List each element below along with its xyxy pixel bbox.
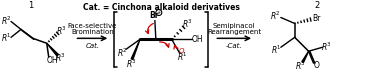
Text: $R^1$: $R^1$	[1, 31, 11, 44]
Text: Cat. = Cinchona alkaloid derivatives: Cat. = Cinchona alkaloid derivatives	[83, 3, 240, 12]
Text: Semipinacol: Semipinacol	[213, 23, 256, 29]
Text: $R^3$: $R^3$	[55, 52, 66, 64]
Text: O: O	[179, 48, 184, 54]
Text: 2: 2	[314, 1, 319, 10]
Text: OH: OH	[192, 35, 203, 44]
Text: Br: Br	[312, 14, 321, 23]
Text: $R^2$: $R^2$	[1, 14, 11, 27]
Text: Rearrangement: Rearrangement	[207, 29, 261, 35]
Text: $R^3$: $R^3$	[56, 24, 67, 37]
Text: $R^1$: $R^1$	[271, 44, 282, 56]
Text: $R^3$: $R^3$	[182, 17, 193, 30]
Text: Cat.: Cat.	[85, 43, 99, 49]
Polygon shape	[302, 51, 309, 63]
Text: $R^2$: $R^2$	[271, 9, 281, 22]
Text: Br: Br	[149, 11, 158, 20]
Text: $R^3$: $R^3$	[295, 60, 306, 72]
Text: +: +	[157, 10, 161, 15]
Text: O: O	[314, 61, 320, 70]
Text: Face-selective: Face-selective	[68, 23, 117, 29]
Text: -Cat.: -Cat.	[226, 43, 243, 49]
Text: $R^3$: $R^3$	[126, 58, 136, 70]
Text: OH: OH	[47, 56, 59, 65]
Text: $R^2$: $R^2$	[117, 47, 128, 59]
Text: 1: 1	[28, 1, 34, 10]
Polygon shape	[131, 39, 140, 60]
Text: Bromination: Bromination	[71, 29, 114, 35]
Polygon shape	[47, 43, 58, 56]
Text: $R^3$: $R^3$	[321, 41, 332, 53]
Text: $R^1$: $R^1$	[177, 51, 188, 63]
